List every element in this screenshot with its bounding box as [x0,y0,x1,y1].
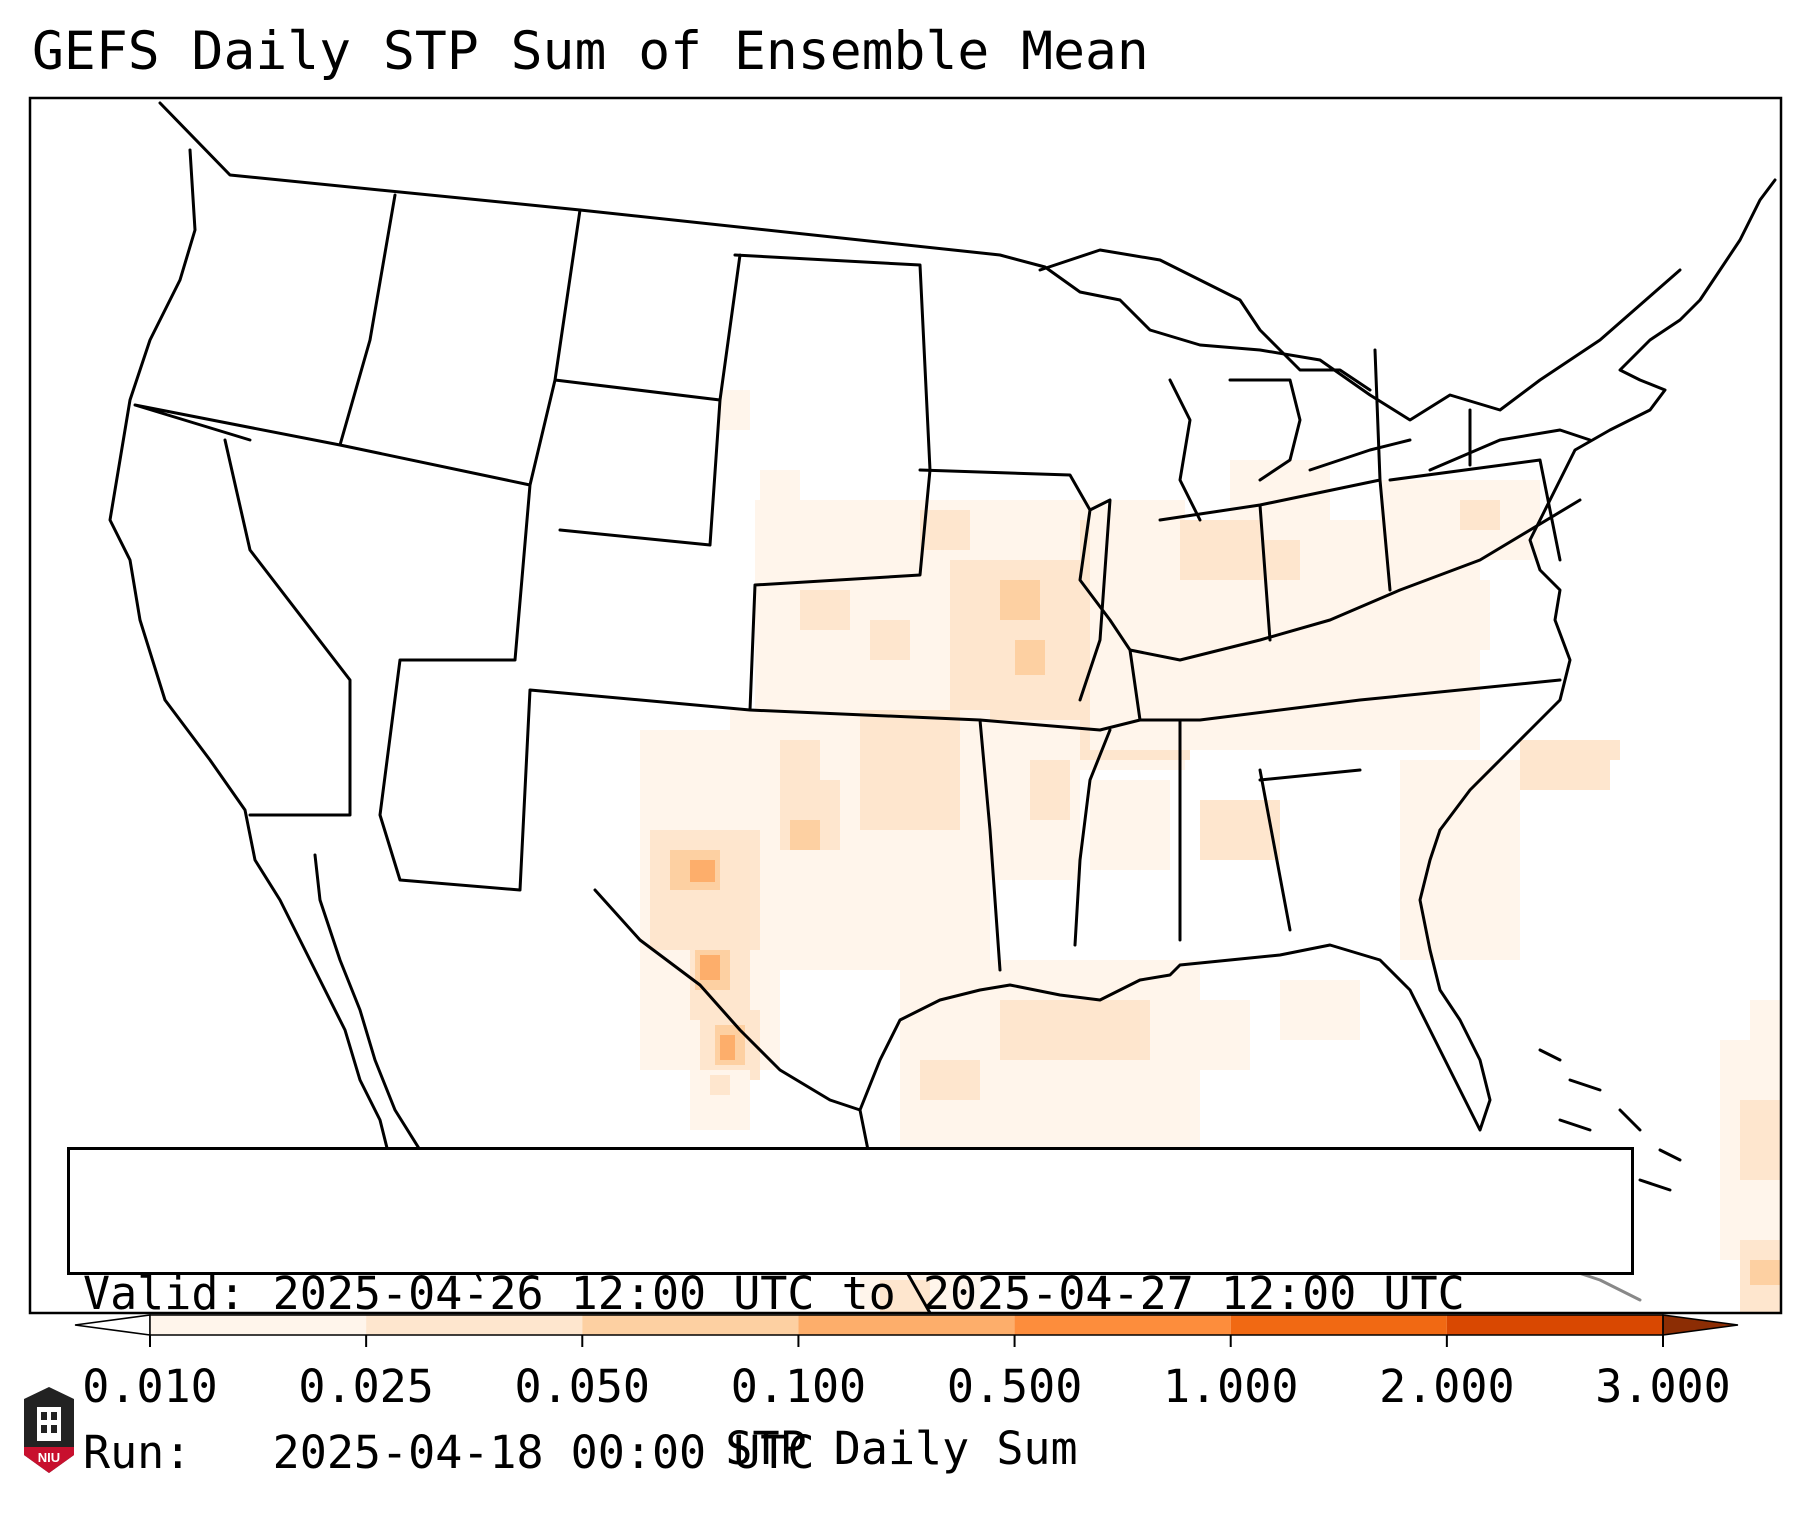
east-coast [1438,178,1777,832]
map-frame [28,96,1783,1315]
colorbar-segment [1230,1315,1447,1335]
colorbar-tick-label: 0.010 [82,1360,218,1413]
logo-text: NIU [38,1450,60,1465]
map-title: GEFS Daily STP Sum of Ensemble Mean [32,21,1149,82]
colorbar-tick-label: 1.000 [1162,1360,1299,1413]
stp-field-west-texas [640,730,840,1130]
colorbar-segment [798,1315,1015,1335]
canada-us-border [158,101,1682,422]
stp-field-atlantic [1720,1000,1781,1313]
gulf-coast [593,828,1492,1132]
logo-tower [37,1407,61,1441]
colorbar-tick-label: 3.000 [1595,1360,1731,1413]
colorbar-segment [582,1315,799,1335]
colorbar-tick-label: 0.500 [946,1360,1083,1413]
valid-time-line: Valid: 2025-04-26 12:00 UTC to 2025-04-2… [83,1267,1465,1320]
colorbar-segment [366,1315,583,1335]
run-time-line: Run: 2025-04-18 00:00 UTC [83,1426,815,1479]
west-coast [108,148,422,1222]
valid-run-info-box: Valid: 2025-04-26 12:00 UTC to 2025-04-2… [67,1147,1634,1479]
great-lakes [1038,248,1592,522]
stp-field-ohio-valley [1090,460,1540,750]
map-figure [28,96,1783,1347]
niu-logo: NIU [20,1385,78,1484]
colorbar-tick-label: 2.000 [1379,1360,1515,1413]
stp-field-gulf [860,740,1620,1313]
colorbar-segment [1014,1315,1231,1335]
colorbar-outline [149,1314,1664,1336]
bahamas-islands [1538,1048,1682,1192]
colorbar-over-extend [1662,1314,1739,1336]
colorbar [74,1314,1739,1347]
colorbar-segment [150,1315,367,1335]
state-lines-central [918,348,1582,947]
colorbar-tick-label: 0.025 [298,1360,434,1413]
colorbar-segment [1446,1315,1663,1335]
colorbar-tick-label: 0.050 [514,1360,651,1413]
colorbar-tick-label: 0.100 [730,1360,867,1413]
colorbar-axis-label: STP Daily Sum [725,1422,1078,1475]
